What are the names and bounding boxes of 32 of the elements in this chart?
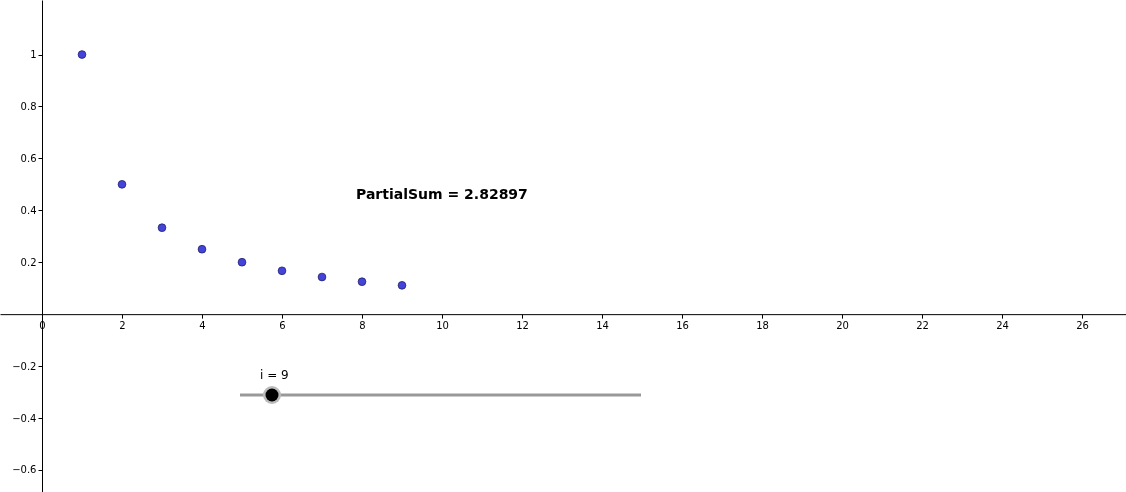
- point: [317, 272, 327, 282]
- y-tick-label: 1: [30, 49, 37, 61]
- y-tick-label: 0.6: [20, 152, 37, 164]
- y-tick-label: −0.4: [12, 412, 37, 424]
- x-tick-label: 10: [436, 319, 449, 331]
- point: [77, 50, 87, 59]
- point: [157, 223, 167, 232]
- point: [277, 266, 287, 276]
- point: [197, 244, 207, 254]
- y-tick-label: 0.8: [20, 100, 37, 112]
- point: [357, 277, 367, 286]
- x-tick-label: 12: [516, 319, 529, 331]
- x-tick-label: 2: [119, 319, 126, 331]
- y-tick-label: −0.2: [12, 360, 37, 372]
- y-tick-label: 0.2: [20, 256, 37, 268]
- x-tick-label: 18: [756, 319, 769, 331]
- x-tick-label: 16: [676, 319, 689, 331]
- point: [117, 180, 127, 189]
- x-tick-label: 22: [916, 319, 929, 331]
- x-tick-label: 26: [1076, 319, 1089, 331]
- x-tick-label: 14: [596, 319, 609, 331]
- x-tick-label: 24: [996, 319, 1009, 331]
- annotation: i = 9: [260, 368, 289, 382]
- x-tick-label: 6: [279, 319, 286, 331]
- point: [397, 281, 407, 290]
- y-tick-label: −0.6: [12, 464, 37, 476]
- annotation: PartialSum = 2.82897: [356, 186, 528, 202]
- y-tick-label: 0.4: [20, 204, 37, 216]
- x-tick-label: 8: [359, 319, 366, 331]
- x-tick-label: 4: [199, 319, 206, 331]
- x-tick-label: 20: [836, 319, 849, 331]
- point: [237, 257, 247, 267]
